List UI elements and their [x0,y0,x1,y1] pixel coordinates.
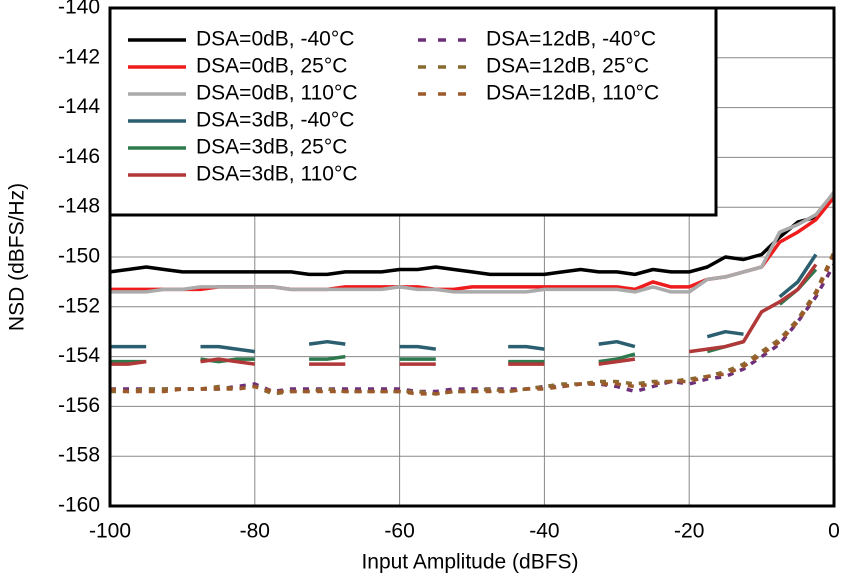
legend-label: DSA=0dB, -40°C [196,28,354,51]
y-tick-label: -144 [58,95,100,118]
x-tick-label: -20 [674,520,704,543]
legend-label: DSA=0dB, 25°C [196,55,347,78]
x-tick-label: 0 [828,520,840,543]
y-tick-label: -140 [58,0,100,19]
legend-label: DSA=12dB, -40°C [486,28,656,51]
legend-box [108,6,718,217]
y-tick-label: -146 [58,145,100,168]
series-line [110,263,818,366]
x-tick-label: -40 [529,520,559,543]
series-line [110,253,818,354]
y-axis-label: NSD (dBFS/Hz) [6,183,29,331]
x-tick-label: -60 [384,520,414,543]
y-tick-label: -158 [58,444,100,467]
y-tick-label: -154 [58,344,100,367]
x-tick-label: -100 [89,520,131,543]
y-tick-label: -142 [58,45,100,68]
series-line [109,191,836,277]
x-tick-label: -80 [240,520,270,543]
legend-label: DSA=3dB, 25°C [196,136,347,159]
y-tick-label: -160 [58,494,100,517]
legend-label: DSA=12dB, 25°C [486,55,649,78]
y-tick-label: -156 [58,394,100,417]
series-line [110,191,836,294]
legend-label: DSA=12dB, 110°C [486,82,659,105]
x-axis-label: Input Amplitude (dBFS) [361,551,578,574]
y-tick-label: -152 [58,294,100,317]
legend-label: DSA=3dB, 110°C [196,163,358,186]
legend-label: DSA=3dB, -40°C [196,109,354,132]
y-tick-label: -150 [58,245,100,268]
series-line [109,253,836,396]
y-tick-label: -148 [58,195,100,218]
legend-label: DSA=0dB, 110°C [196,82,358,105]
